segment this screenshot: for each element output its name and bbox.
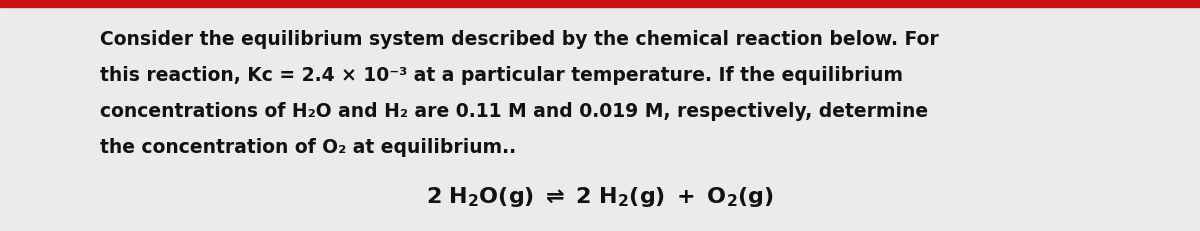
Text: Consider the equilibrium system described by the chemical reaction below. For: Consider the equilibrium system describe…: [100, 30, 938, 49]
Text: $\mathbf{2\ H_2O(g)\ \rightleftharpoons\ 2\ H_2(g)\ +\ O_2(g)}$: $\mathbf{2\ H_2O(g)\ \rightleftharpoons\…: [426, 184, 774, 208]
Text: the concentration of O₂ at equilibrium..: the concentration of O₂ at equilibrium..: [100, 137, 516, 156]
Bar: [0, 0, 1200, 8]
Text: concentrations of H₂O and H₂ are 0.11 M and 0.019 M, respectively, determine: concentrations of H₂O and H₂ are 0.11 M …: [100, 102, 928, 121]
Text: this reaction, Kc = 2.4 × 10⁻³ at a particular temperature. If the equilibrium: this reaction, Kc = 2.4 × 10⁻³ at a part…: [100, 66, 904, 85]
